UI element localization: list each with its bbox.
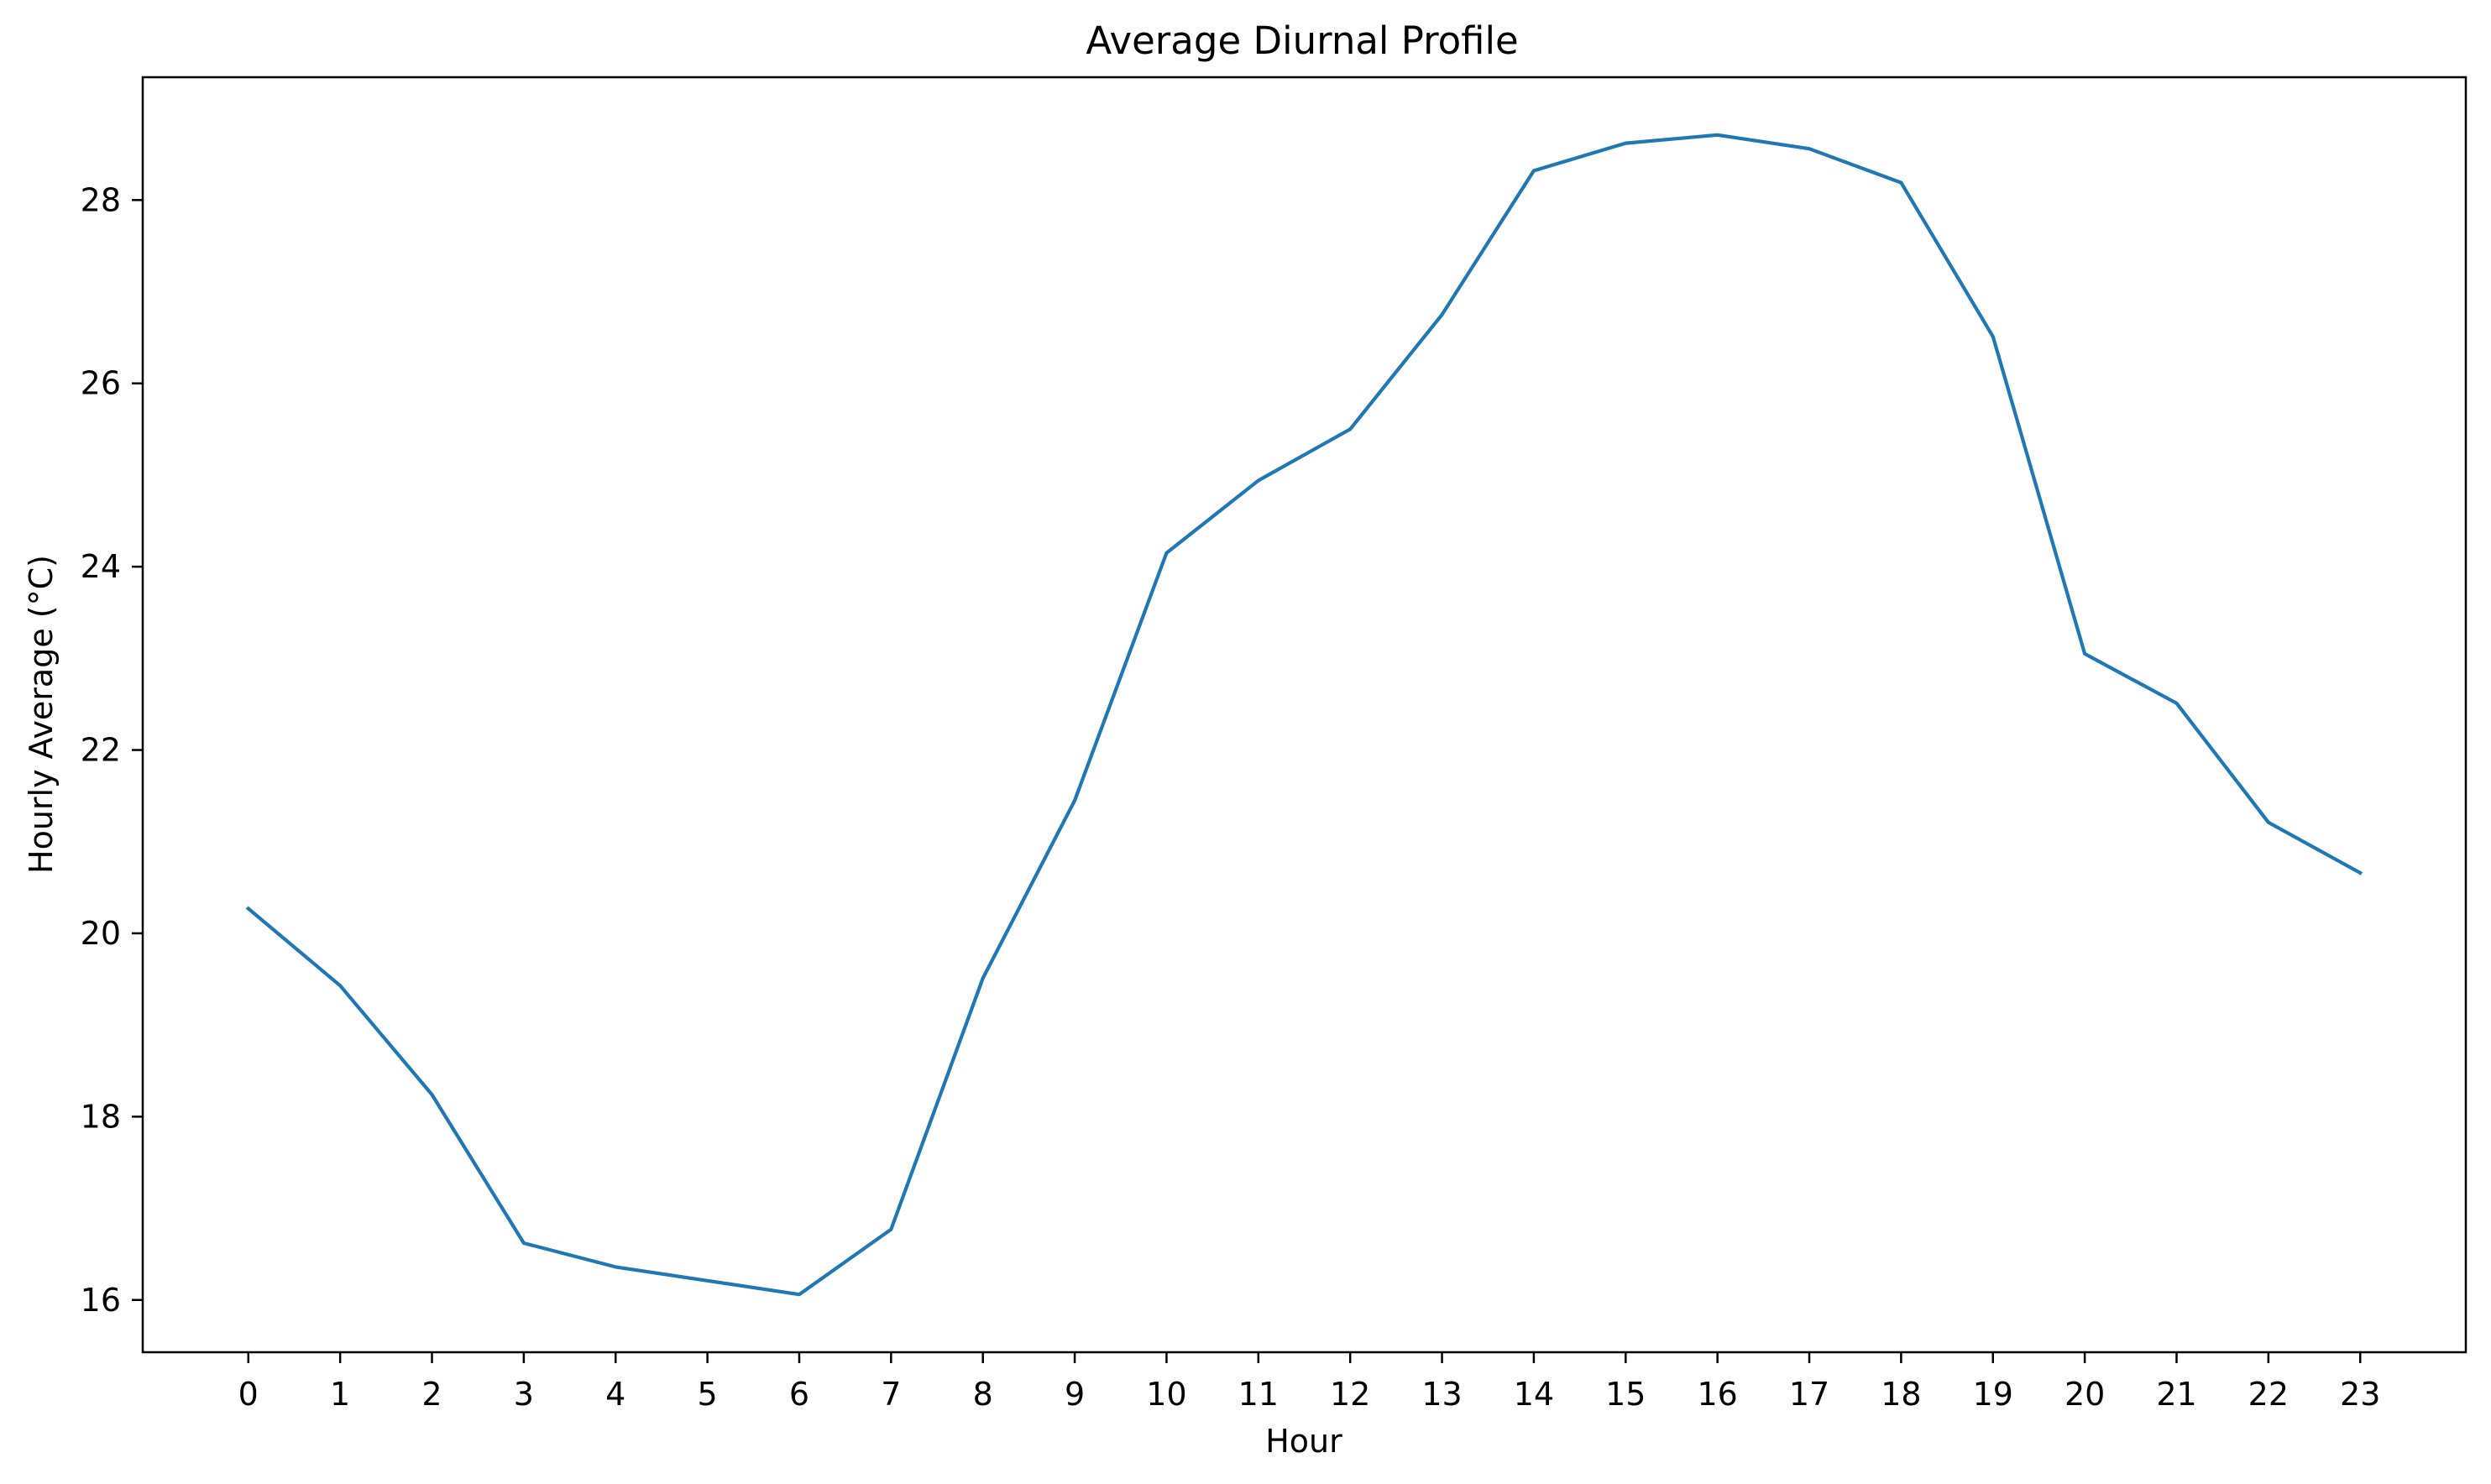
x-tick-label: 10 <box>1146 1376 1186 1413</box>
x-tick-label: 22 <box>2248 1376 2289 1413</box>
y-tick-label: 18 <box>81 1098 121 1135</box>
x-tick-label: 0 <box>238 1376 259 1413</box>
x-tick-label: 5 <box>698 1376 718 1413</box>
x-tick-label: 14 <box>1514 1376 1554 1413</box>
x-tick-label: 6 <box>789 1376 809 1413</box>
y-tick-label: 26 <box>81 365 121 402</box>
x-tick-label: 11 <box>1238 1376 1279 1413</box>
y-tick-label: 20 <box>81 915 121 952</box>
y-axis: 16 18 20 22 24 26 28 <box>81 181 143 1319</box>
y-tick-label: 16 <box>81 1282 121 1319</box>
x-tick-label: 17 <box>1789 1376 1829 1413</box>
x-tick-label: 19 <box>1973 1376 2013 1413</box>
y-tick-label: 28 <box>81 181 121 218</box>
plot-marks <box>245 133 2363 1297</box>
x-tick-label: 8 <box>973 1376 993 1413</box>
chart-title: Average Diurnal Profile <box>1086 18 1518 63</box>
x-tick-label: 20 <box>2064 1376 2105 1413</box>
y-axis-label: Hourly Average (°C) <box>23 555 60 874</box>
x-tick-label: 4 <box>605 1376 625 1413</box>
x-tick-label: 7 <box>881 1376 901 1413</box>
x-tick-label: 23 <box>2340 1376 2380 1413</box>
x-axis-label: Hour <box>1265 1423 1342 1460</box>
x-tick-label: 15 <box>1605 1376 1646 1413</box>
x-tick-label: 16 <box>1697 1376 1737 1413</box>
series-line <box>245 133 2363 1297</box>
y-tick-label: 24 <box>81 548 121 585</box>
x-axis: 0 1 2 3 4 5 6 7 8 9 10 11 12 13 14 15 16 17 18 19 20 21 22 23 <box>238 1352 2380 1413</box>
x-tick-label: 13 <box>1421 1376 1462 1413</box>
x-tick-label: 12 <box>1330 1376 1370 1413</box>
x-tick-label: 21 <box>2156 1376 2196 1413</box>
plot-frame <box>141 76 2467 1354</box>
x-tick-label: 1 <box>330 1376 350 1413</box>
x-tick-label: 2 <box>421 1376 442 1413</box>
x-tick-label: 9 <box>1065 1376 1085 1413</box>
x-tick-label: 3 <box>514 1376 534 1413</box>
y-tick-label: 22 <box>81 732 121 769</box>
x-tick-label: 18 <box>1881 1376 1921 1413</box>
